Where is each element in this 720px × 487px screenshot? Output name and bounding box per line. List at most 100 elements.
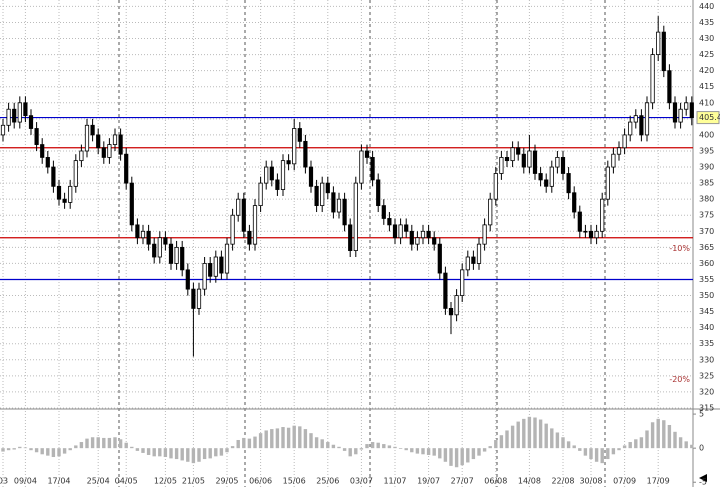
x-tick-label: 03 (0, 477, 8, 486)
candle-body (605, 166, 610, 200)
candle-body (583, 230, 588, 233)
candle-body (90, 124, 95, 136)
candle-body (499, 157, 504, 174)
osc-bar (6, 448, 11, 451)
candle-body (376, 179, 381, 207)
candle-body (286, 160, 291, 165)
osc-bar (578, 448, 582, 451)
osc-bar (443, 448, 448, 462)
osc-bar (309, 433, 313, 449)
candle-body (611, 153, 616, 168)
y-tick-label: 315 (699, 404, 714, 413)
candle-body (566, 173, 571, 194)
scroll-arrow[interactable] (699, 474, 707, 482)
osc-bar (264, 430, 268, 449)
candle-body (219, 256, 224, 274)
osc-bar (527, 416, 532, 449)
osc-bar (96, 437, 100, 449)
osc-bar (236, 439, 240, 449)
osc-bar (482, 448, 487, 452)
osc-bar (611, 448, 616, 455)
candle-body (555, 157, 560, 168)
osc-bar (270, 429, 274, 449)
candle-body (381, 205, 386, 219)
osc-bar (499, 435, 504, 449)
candle-body (180, 246, 185, 271)
osc-bar (639, 437, 644, 449)
candle-body (275, 179, 280, 190)
candle-body (241, 198, 246, 232)
candle-body (532, 150, 538, 174)
osc-bar (678, 437, 683, 449)
x-tick-label: 27/07 (451, 477, 474, 486)
y-tick-label: 440 (699, 2, 714, 11)
candle-body (325, 182, 330, 194)
candle-body (146, 230, 151, 245)
osc-bar (247, 438, 252, 449)
osc-bar (421, 448, 425, 455)
candle-body (157, 237, 162, 258)
candle-body (202, 263, 207, 290)
osc-bar (90, 437, 95, 449)
osc-bar (342, 448, 347, 451)
osc-bar (594, 448, 599, 462)
osc-tick-label: 0 (699, 444, 704, 453)
osc-bar (650, 422, 655, 449)
candle-body (510, 147, 515, 162)
osc-bar (404, 448, 408, 451)
candle-body (465, 256, 470, 271)
y-tick-label: 325 (699, 371, 714, 380)
candle-body (504, 157, 510, 162)
candle-body (639, 115, 644, 136)
candle-body (577, 211, 582, 232)
osc-bar (359, 448, 364, 450)
osc-bar (589, 448, 593, 460)
candle-body (56, 185, 62, 200)
candle-body (616, 147, 622, 155)
candle-body (17, 102, 22, 123)
candle-body (308, 166, 314, 187)
osc-bar (12, 448, 16, 450)
osc-bar (130, 446, 134, 449)
candle-body (482, 224, 487, 245)
osc-bar (29, 448, 33, 451)
osc-bar (275, 428, 280, 449)
candle-body (12, 108, 17, 123)
candle-body (236, 198, 241, 216)
osc-bar (303, 429, 308, 449)
candle-body (96, 134, 101, 149)
osc-bar (34, 448, 39, 453)
candle-body (527, 150, 532, 168)
candle-body (264, 166, 269, 184)
osc-bar (510, 425, 515, 449)
osc-bar (516, 421, 520, 449)
candle-body (185, 269, 190, 290)
candle-body (118, 134, 123, 155)
candle-body (174, 246, 179, 264)
candle-body (292, 128, 297, 165)
candle-body (224, 243, 230, 274)
candle-body (544, 179, 549, 187)
candle-body (656, 31, 661, 56)
candle-body (600, 198, 605, 232)
candle-body (6, 108, 11, 126)
osc-bar (538, 419, 543, 449)
osc-bar (566, 441, 571, 449)
osc-bar (298, 426, 302, 449)
osc-bar (667, 424, 672, 449)
x-tick-label: 06/08 (484, 477, 507, 486)
osc-bar (214, 448, 218, 457)
osc-tick-label: -5 (699, 478, 707, 487)
candle-body (40, 144, 45, 158)
osc-bar (186, 448, 190, 462)
last-price-box (696, 111, 720, 125)
osc-bar (46, 448, 50, 456)
osc-bar (376, 442, 380, 449)
candle-body (622, 134, 627, 149)
candle-body (493, 173, 498, 200)
osc-bar (622, 445, 627, 449)
osc-bar (152, 448, 156, 457)
y-tick-label: 345 (699, 307, 714, 316)
y-tick-label: 330 (699, 355, 714, 364)
